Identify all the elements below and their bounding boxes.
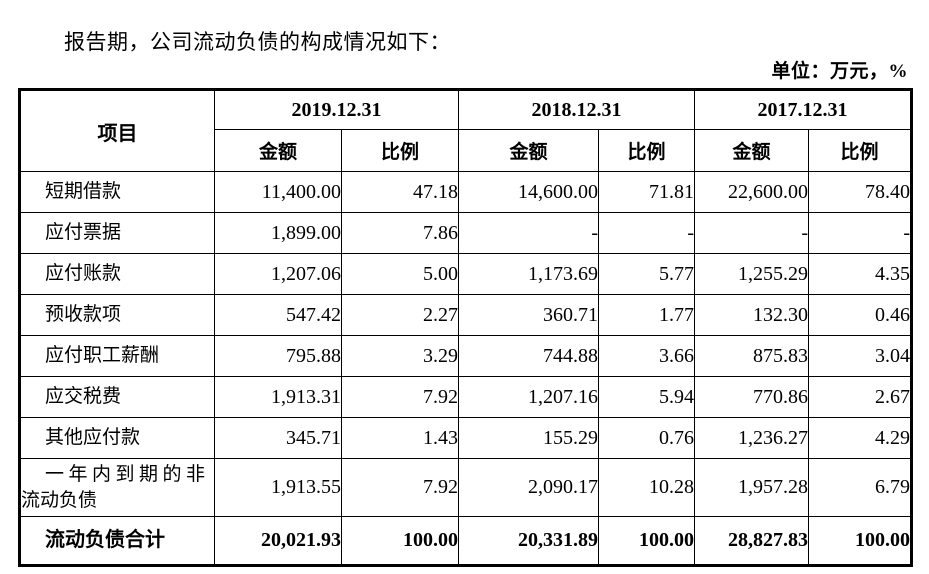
cell-2018-ratio: 10.28 — [598, 458, 695, 517]
cell-2018-ratio: 71.81 — [598, 171, 695, 213]
row-label: 应交税费 — [19, 376, 215, 418]
unit-note: 单位：万元，% — [771, 61, 908, 82]
table-row: 应付账款 1,207.06 5.00 1,173.69 5.77 1,255.2… — [19, 253, 912, 295]
cell-2017-ratio: 3.04 — [808, 335, 912, 377]
cell-2018-ratio: - — [598, 212, 695, 254]
intro-text: 报告期，公司流动负债的构成情况如下： — [64, 30, 451, 54]
header-ratio-2019: 比例 — [341, 129, 459, 172]
cell-2017-ratio: 78.40 — [808, 171, 912, 213]
cell-2018-ratio: 5.94 — [598, 376, 695, 418]
row-label: 短期借款 — [19, 171, 215, 213]
cell-2019-amount: 1,913.31 — [214, 376, 342, 418]
cell-2017-ratio: 4.35 — [808, 253, 912, 295]
cell-2017-ratio: 4.29 — [808, 417, 912, 459]
cell-2019-amount: 1,207.06 — [214, 253, 342, 295]
header-item-cell: 项目 — [19, 89, 215, 172]
table-row: 一年内到期的非 流动负债 1,913.55 7.92 2,090.17 10.2… — [19, 458, 912, 517]
row-label: 应付账款 — [19, 253, 215, 295]
cell-2018-amount: 1,207.16 — [458, 376, 599, 418]
table-row: 预收款项 547.42 2.27 360.71 1.77 132.30 0.46 — [19, 294, 912, 336]
cell-2018-ratio: 3.66 — [598, 335, 695, 377]
cell-2017-amount: 1,236.27 — [694, 417, 809, 459]
cell-2017-amount: 1,957.28 — [694, 458, 809, 517]
header-ratio-2017: 比例 — [808, 129, 912, 172]
current-liabilities-table: 项目 2019.12.31 2018.12.31 2017.12.31 金额 比… — [18, 88, 913, 567]
cell-2018-amount: 744.88 — [458, 335, 599, 377]
header-amount-2017: 金额 — [694, 129, 809, 172]
cell-2019-amount: 20,021.93 — [214, 516, 342, 566]
cell-2017-amount: 132.30 — [694, 294, 809, 336]
cell-2018-amount: 1,173.69 — [458, 253, 599, 295]
cell-2017-amount: - — [694, 212, 809, 254]
cell-2019-amount: 1,913.55 — [214, 458, 342, 517]
cell-2017-amount: 875.83 — [694, 335, 809, 377]
cell-2019-ratio: 47.18 — [341, 171, 459, 213]
header-amount-2019: 金额 — [214, 129, 342, 172]
cell-2019-ratio: 7.92 — [341, 376, 459, 418]
table-row: 应付职工薪酬 795.88 3.29 744.88 3.66 875.83 3.… — [19, 335, 912, 377]
table-row: 其他应付款 345.71 1.43 155.29 0.76 1,236.27 4… — [19, 417, 912, 459]
header-period-2019: 2019.12.31 — [214, 89, 459, 130]
cell-2017-ratio: 0.46 — [808, 294, 912, 336]
cell-2017-ratio: - — [808, 212, 912, 254]
row-label: 预收款项 — [19, 294, 215, 336]
row-label: 流动负债合计 — [19, 516, 215, 566]
header-period-2018: 2018.12.31 — [458, 89, 695, 130]
cell-2019-ratio: 7.92 — [341, 458, 459, 517]
cell-2019-ratio: 5.00 — [341, 253, 459, 295]
cell-2018-amount: 20,331.89 — [458, 516, 599, 566]
cell-2019-amount: 345.71 — [214, 417, 342, 459]
cell-2018-amount: 155.29 — [458, 417, 599, 459]
header-row-subcolumns: 金额 比例 金额 比例 金额 比例 — [20, 129, 912, 172]
cell-2019-ratio: 1.43 — [341, 417, 459, 459]
cell-2019-ratio: 3.29 — [341, 335, 459, 377]
cell-2018-ratio: 5.77 — [598, 253, 695, 295]
row-label: 其他应付款 — [19, 417, 215, 459]
row-label: 一年内到期的非 流动负债 — [19, 458, 215, 517]
cell-2018-ratio: 100.00 — [598, 516, 695, 566]
cell-2019-ratio: 7.86 — [341, 212, 459, 254]
cell-2017-amount: 770.86 — [694, 376, 809, 418]
cell-2017-amount: 28,827.83 — [694, 516, 809, 566]
header-ratio-2018: 比例 — [598, 129, 695, 172]
cell-2018-amount: 360.71 — [458, 294, 599, 336]
row-label: 应付票据 — [19, 212, 215, 254]
cell-2019-amount: 11,400.00 — [214, 171, 342, 213]
row-label: 应付职工薪酬 — [19, 335, 215, 377]
table-row: 应付票据 1,899.00 7.86 - - - - — [19, 212, 912, 254]
cell-2017-ratio: 6.79 — [808, 458, 912, 517]
cell-2018-ratio: 1.77 — [598, 294, 695, 336]
header-period-2017: 2017.12.31 — [694, 89, 912, 130]
cell-2017-ratio: 100.00 — [808, 516, 912, 566]
cell-2018-amount: 2,090.17 — [458, 458, 599, 517]
cell-2017-amount: 22,600.00 — [694, 171, 809, 213]
cell-2018-ratio: 0.76 — [598, 417, 695, 459]
cell-2017-ratio: 2.67 — [808, 376, 912, 418]
cell-2019-amount: 547.42 — [214, 294, 342, 336]
cell-2018-amount: - — [458, 212, 599, 254]
table-row: 短期借款 11,400.00 47.18 14,600.00 71.81 22,… — [19, 171, 912, 213]
cell-2017-amount: 1,255.29 — [694, 253, 809, 295]
cell-2019-amount: 795.88 — [214, 335, 342, 377]
header-amount-2018: 金额 — [458, 129, 599, 172]
cell-2019-ratio: 100.00 — [341, 516, 459, 566]
cell-2019-amount: 1,899.00 — [214, 212, 342, 254]
header-row-periods: 项目 2019.12.31 2018.12.31 2017.12.31 — [19, 89, 912, 172]
table-row-total: 流动负债合计 20,021.93 100.00 20,331.89 100.00… — [19, 516, 912, 566]
table-row: 应交税费 1,913.31 7.92 1,207.16 5.94 770.86 … — [19, 376, 912, 418]
cell-2018-amount: 14,600.00 — [458, 171, 599, 213]
cell-2019-ratio: 2.27 — [341, 294, 459, 336]
